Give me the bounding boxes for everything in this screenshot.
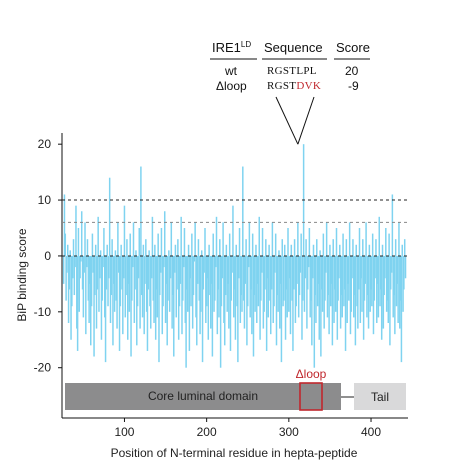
core-domain-box <box>65 383 341 410</box>
row-dloop-construct: Δloop <box>216 79 247 93</box>
callout-line-right <box>297 96 315 145</box>
y-tick-label: 10 <box>38 193 52 207</box>
row-dloop-score: -9 <box>348 79 359 93</box>
threshold-lines <box>62 199 408 257</box>
core-domain-label: Core luminal domain <box>148 389 258 403</box>
x-tick-label: 300 <box>279 425 299 439</box>
peak-callout <box>275 96 315 145</box>
header-score: Score <box>336 40 370 55</box>
row-wt-construct: wt <box>224 64 238 78</box>
sequence-table: IRE1LD Sequence Score wt RGSTLPL 20 Δloo… <box>210 40 370 93</box>
tail-domain-box <box>354 383 406 410</box>
delta-loop-label: Δloop <box>296 367 327 381</box>
y-axis-title: BiP binding score <box>15 228 29 321</box>
delta-loop-box <box>299 382 323 411</box>
row-wt-sequence: RGSTLPL <box>267 65 317 77</box>
y-tick-label: 20 <box>38 137 52 151</box>
x-tick-label: 400 <box>361 425 381 439</box>
y-tick-label: -20 <box>34 361 52 375</box>
x-ticks: 100 200 300 400 <box>114 418 381 439</box>
x-tick-label: 100 <box>114 425 134 439</box>
tail-domain-label: Tail <box>371 390 389 404</box>
row-dloop-sequence: RGSTDVK <box>267 80 321 92</box>
row-wt-score: 20 <box>345 64 359 78</box>
header-sequence: Sequence <box>264 40 323 55</box>
header-construct: IRE1LD <box>212 40 251 55</box>
y-tick-label: -10 <box>34 305 52 319</box>
callout-line-left <box>275 96 299 145</box>
x-axis-title: Position of N-terminal residue in hepta-… <box>111 446 358 460</box>
score-bars <box>62 144 407 368</box>
x-tick-label: 200 <box>197 425 217 439</box>
y-ticks: -20 -10 0 10 20 <box>34 137 62 375</box>
y-tick-label: 0 <box>44 249 51 263</box>
domain-map: Core luminal domain Tail Δloop <box>65 367 406 411</box>
